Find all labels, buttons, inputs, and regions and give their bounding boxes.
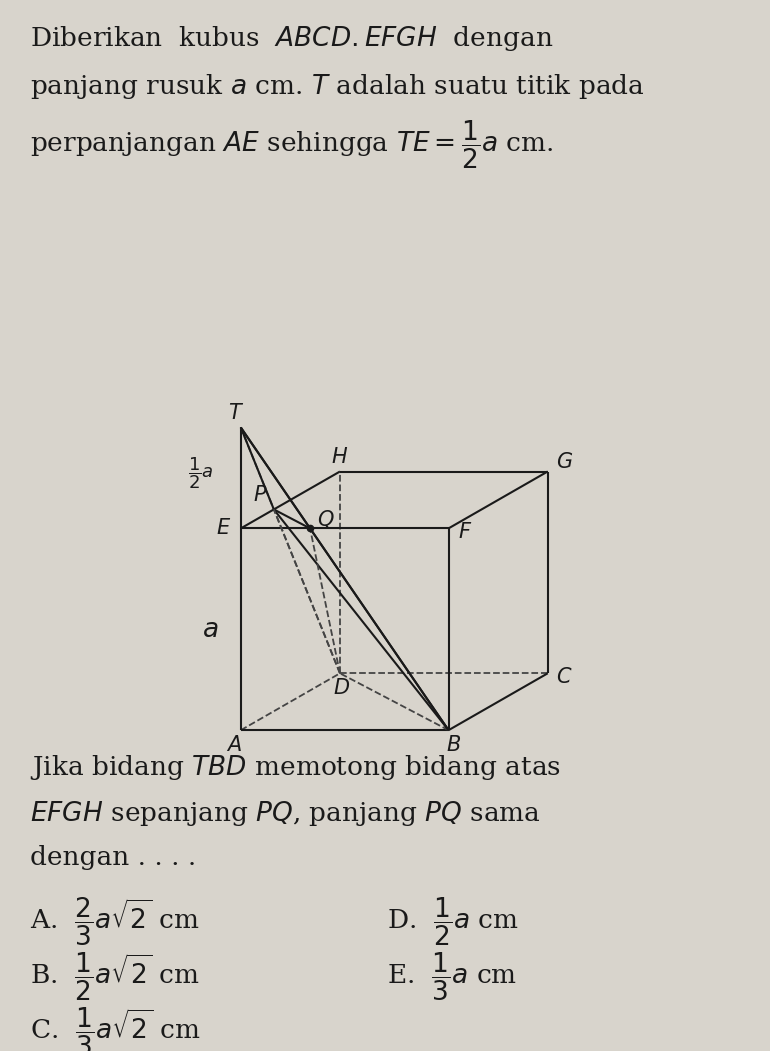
Text: $T$: $T$ <box>228 403 244 423</box>
Text: $E$: $E$ <box>216 518 231 538</box>
Text: $G$: $G$ <box>556 452 574 472</box>
Text: $\mathit{EFGH}$ sepanjang $\mathit{PQ}$, panjang $\mathit{PQ}$ sama: $\mathit{EFGH}$ sepanjang $\mathit{PQ}$,… <box>30 799 541 828</box>
Text: C.  $\dfrac{1}{3}a\sqrt{2}$ cm: C. $\dfrac{1}{3}a\sqrt{2}$ cm <box>30 1006 201 1051</box>
Text: Diberikan  kubus  $\mathit{ABCD.EFGH}$  dengan: Diberikan kubus $\mathit{ABCD.EFGH}$ den… <box>30 24 554 53</box>
Text: $\dfrac{1}{2}a$: $\dfrac{1}{2}a$ <box>189 455 214 491</box>
Text: A.  $\dfrac{2}{3}a\sqrt{2}$ cm: A. $\dfrac{2}{3}a\sqrt{2}$ cm <box>30 895 199 948</box>
Text: B.  $\dfrac{1}{2}a\sqrt{2}$ cm: B. $\dfrac{1}{2}a\sqrt{2}$ cm <box>30 950 200 1003</box>
Text: $a$: $a$ <box>203 617 219 642</box>
Text: $P$: $P$ <box>253 485 268 504</box>
Text: $Q$: $Q$ <box>317 509 335 530</box>
Text: dengan . . . .: dengan . . . . <box>30 845 196 870</box>
Text: $A$: $A$ <box>226 735 242 755</box>
Text: $F$: $F$ <box>458 521 473 541</box>
Text: $C$: $C$ <box>557 666 573 686</box>
Text: Jika bidang $\mathit{TBD}$ memotong bidang atas: Jika bidang $\mathit{TBD}$ memotong bida… <box>30 754 561 782</box>
Text: $B$: $B$ <box>446 735 461 755</box>
Text: E.  $\dfrac{1}{3}a$ cm: E. $\dfrac{1}{3}a$ cm <box>387 950 517 1003</box>
Text: $D$: $D$ <box>333 678 350 698</box>
Text: $H$: $H$ <box>331 448 349 468</box>
Text: perpanjangan $\mathit{AE}$ sehingga $\mathit{TE} = \dfrac{1}{2}a$ cm.: perpanjangan $\mathit{AE}$ sehingga $\ma… <box>30 119 554 171</box>
Text: panjang rusuk $a$ cm. $T$ adalah suatu titik pada: panjang rusuk $a$ cm. $T$ adalah suatu t… <box>30 71 645 101</box>
Text: D.  $\dfrac{1}{2}a$ cm: D. $\dfrac{1}{2}a$ cm <box>387 895 519 948</box>
